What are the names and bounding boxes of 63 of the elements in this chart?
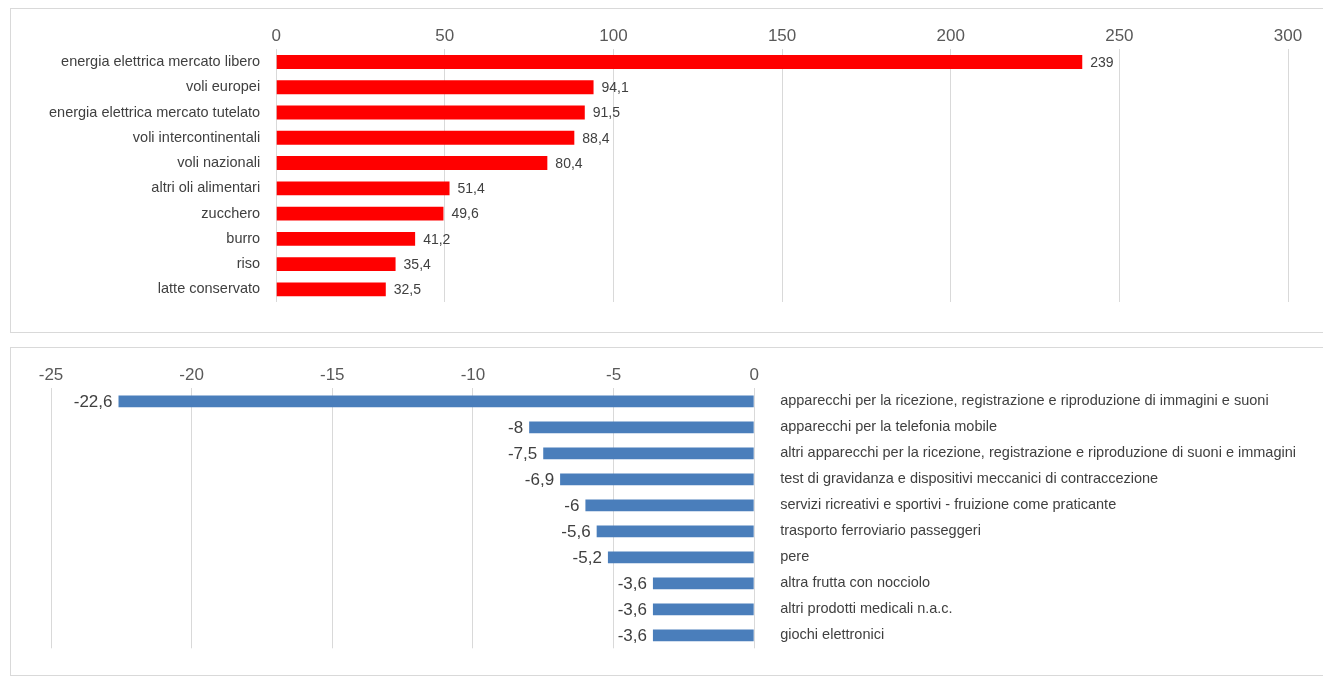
bar [276, 231, 416, 246]
y-tick-label: zucchero [201, 204, 261, 221]
y-tick-label: energia elettrica mercato libero [61, 53, 261, 70]
y-tick-label: servizi ricreativi e sportivi - fruizione come praticante [780, 496, 1117, 513]
bar [276, 105, 585, 120]
data-label: -22,6 [73, 392, 113, 412]
y-tick-label: altri prodotti medicali n.a.c. [780, 600, 953, 617]
y-tick-label: voli nazionali [177, 154, 261, 171]
x-tick-label: 100 [599, 25, 628, 45]
data-label: -5,2 [572, 548, 602, 568]
y-tick-label: apparecchi per la telefonia mobile [780, 418, 998, 435]
x-tick-label: -10 [460, 364, 486, 384]
x-tick-label: 250 [1105, 25, 1134, 45]
x-tick-label: 200 [936, 25, 965, 45]
y-tick-label: altri oli alimentari [151, 179, 261, 196]
x-tick-label: 50 [435, 25, 455, 45]
x-tick-label: 300 [1273, 25, 1303, 45]
y-tick-label: altra frutta con nocciolo [780, 574, 931, 591]
data-label: -6 [564, 496, 580, 516]
data-label: -5,6 [561, 522, 591, 542]
x-tick-label: -5 [605, 364, 622, 384]
y-tick-label: altri apparecchi per la ricezione, registrazione e riproduzione di suoni e immagini [780, 444, 1297, 461]
data-label: 32,5 [393, 281, 422, 298]
data-label: 51,4 [457, 180, 485, 197]
y-tick-label: energia elettrica mercato tutelato [49, 103, 261, 120]
y-tick-label: test di gravidanza e dispositivi meccanici di contraccezione [780, 470, 1159, 487]
y-tick-label: pere [780, 548, 810, 565]
y-tick-label: trasporto ferroviario passeggeri [780, 522, 981, 539]
x-tick-label: 0 [749, 364, 759, 384]
x-tick-label: -25 [38, 364, 64, 384]
bar [276, 181, 450, 196]
y-tick-label: giochi elettronici [780, 626, 885, 643]
data-label: -7,5 [507, 444, 538, 464]
bar [276, 282, 386, 297]
data-label: 94,1 [601, 79, 630, 96]
bar [276, 257, 396, 272]
bar [276, 80, 594, 95]
data-label: 80,4 [555, 154, 583, 171]
x-tick-label: -15 [319, 364, 345, 384]
data-label: -6,9 [524, 470, 555, 490]
bar [276, 130, 575, 145]
data-label: 91,5 [592, 104, 621, 121]
y-tick-label: apparecchi per la ricezione, registrazione e riproduzione di immagini e suoni [780, 392, 1269, 409]
y-tick-label: voli europei [186, 78, 261, 95]
data-label: -3,6 [617, 625, 647, 645]
data-label: 239 [1090, 53, 1114, 70]
y-tick-label: burro [226, 229, 261, 246]
data-label: -3,6 [617, 600, 647, 619]
bar [276, 206, 444, 221]
bar [276, 156, 548, 171]
data-label: -3,6 [617, 574, 647, 594]
data-label: 41,2 [423, 230, 451, 247]
x-tick-label: 0 [271, 25, 281, 45]
y-tick-label: riso [236, 255, 261, 272]
data-label: 35,4 [403, 255, 432, 272]
x-tick-label: 150 [767, 25, 797, 45]
data-label: 88,4 [582, 129, 610, 146]
x-tick-label: -20 [179, 364, 204, 384]
data-label: -8 [508, 418, 524, 438]
y-tick-label: latte conservato [157, 280, 261, 297]
y-tick-label: voli intercontinentali [132, 128, 261, 145]
data-label: 49,6 [451, 205, 479, 222]
bar [276, 55, 1083, 69]
